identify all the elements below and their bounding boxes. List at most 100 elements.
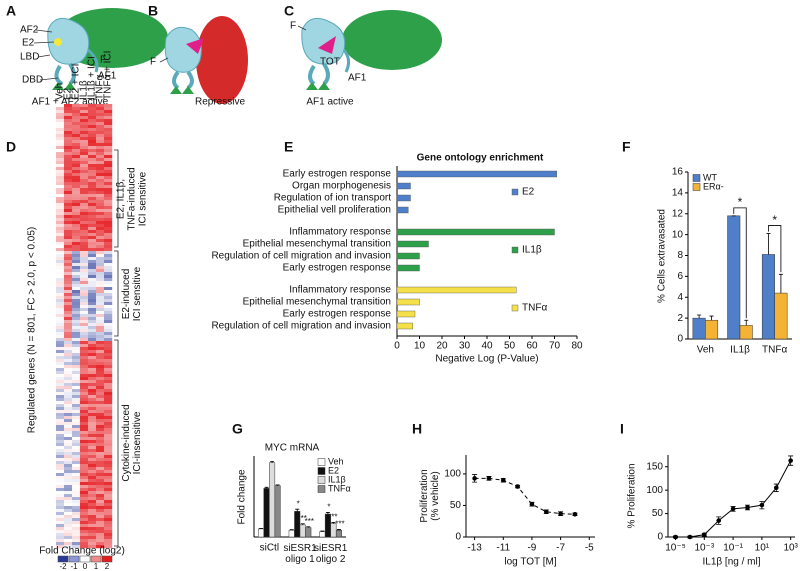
heatmap-cell — [104, 200, 113, 204]
heatmap-cell — [104, 176, 113, 180]
helix — [318, 36, 336, 54]
heatmap-cell — [96, 500, 105, 504]
significance-bracket — [768, 225, 782, 273]
heatmap-cell — [104, 299, 113, 303]
heatmap-cell — [80, 299, 89, 303]
heatmap-cell — [88, 485, 97, 489]
heatmap-cell — [56, 257, 65, 261]
heatmap-cell — [96, 326, 105, 330]
heatmap-cell — [104, 338, 113, 342]
heatmap-cell — [80, 152, 89, 156]
heatmap-cell — [96, 398, 105, 402]
y-axis-label: % Cells extravasated — [656, 208, 668, 303]
heatmap-cell — [64, 368, 73, 372]
heatmap-cell — [104, 254, 113, 258]
heatmap-cell — [72, 500, 81, 504]
heatmap-cell — [80, 137, 89, 141]
heatmap-cell — [80, 293, 89, 297]
heatmap-cell — [64, 221, 73, 225]
heatmap-cell — [80, 236, 89, 240]
heatmap-cell — [80, 377, 89, 381]
heatmap-cell — [72, 533, 81, 537]
heatmap-cell — [72, 347, 81, 351]
heatmap-cell — [56, 491, 65, 495]
heatmap-cell — [64, 359, 73, 363]
heatmap-cell — [104, 326, 113, 330]
heatmap-cell — [64, 479, 73, 483]
heatmap-cell — [72, 314, 81, 318]
heatmap-cell — [64, 512, 73, 516]
heatmap-cell — [96, 419, 105, 423]
heatmap-cell — [80, 479, 89, 483]
heatmap-cell — [56, 452, 65, 456]
heatmap-cell — [72, 104, 81, 108]
heatmap-cell — [104, 170, 113, 174]
category-label: Epithelial mesenchymal transition — [243, 297, 391, 308]
heatmap-cell — [88, 224, 97, 228]
heatmap-cell — [88, 206, 97, 210]
y-axis-label: % Proliferation — [626, 463, 638, 529]
heatmap-cell — [80, 521, 89, 525]
heatmap-cell — [96, 269, 105, 273]
heatmap-cell — [88, 428, 97, 432]
heatmap-cell — [96, 278, 105, 282]
category-label: Organ morphogenesis — [292, 181, 391, 192]
heatmap-cell — [96, 332, 105, 336]
heatmap-cell — [80, 482, 89, 486]
heatmap-cell — [56, 326, 65, 330]
heatmap-cell — [72, 167, 81, 171]
heatmap-cell — [104, 245, 113, 249]
heatmap-cell — [80, 158, 89, 162]
heatmap-cell — [56, 146, 65, 150]
heatmap-cell — [80, 224, 89, 228]
data-point — [472, 476, 477, 481]
heatmap-cell — [88, 383, 97, 387]
heatmap-cell — [80, 104, 89, 108]
heatmap-cell — [88, 506, 97, 510]
heatmap-cell — [88, 422, 97, 426]
heatmap-cell — [80, 533, 89, 537]
heatmap-cell — [80, 509, 89, 513]
heatmap-cell — [104, 473, 113, 477]
heatmap-cell — [88, 407, 97, 411]
heatmap-cell — [104, 332, 113, 336]
heatmap-cell — [104, 140, 113, 144]
heatmap-cell — [72, 206, 81, 210]
heatmap-cell — [72, 485, 81, 489]
panel-label: F — [622, 139, 631, 155]
heatmap-cell — [96, 185, 105, 189]
heatmap-cell — [88, 245, 97, 249]
dbd — [54, 62, 76, 86]
heatmap-cell — [72, 497, 81, 501]
heatmap-cell — [64, 128, 73, 132]
heatmap-cell — [88, 362, 97, 366]
category-label: Inflammatory response — [289, 227, 391, 238]
heatmap-cell — [96, 374, 105, 378]
category-label: Early estrogen response — [283, 263, 392, 274]
bar — [319, 531, 326, 538]
significance: * — [738, 195, 743, 209]
heatmap-cell — [88, 449, 97, 453]
heatmap-cell — [96, 437, 105, 441]
heatmap-cell — [104, 500, 113, 504]
legend-label: TNFα — [522, 303, 547, 314]
heatmap-cell — [96, 104, 105, 108]
heatmap-cell — [88, 326, 97, 330]
bar — [396, 310, 416, 318]
heatmap-cell — [88, 404, 97, 408]
heatmap-cell — [80, 464, 89, 468]
heatmap-cell — [56, 482, 65, 486]
heatmap-cell — [72, 515, 81, 519]
data-point — [687, 534, 693, 540]
heatmap-cell — [96, 371, 105, 375]
heatmap-cell — [56, 542, 65, 546]
heatmap-cell — [72, 107, 81, 111]
heatmap-cell — [64, 230, 73, 234]
heatmap-cell — [72, 152, 81, 156]
heatmap-cell — [64, 377, 73, 381]
heatmap-cell — [80, 173, 89, 177]
heatmap-cell — [72, 512, 81, 516]
heatmap-cell — [104, 266, 113, 270]
corepressor — [196, 16, 248, 104]
heatmap-cell — [64, 380, 73, 384]
